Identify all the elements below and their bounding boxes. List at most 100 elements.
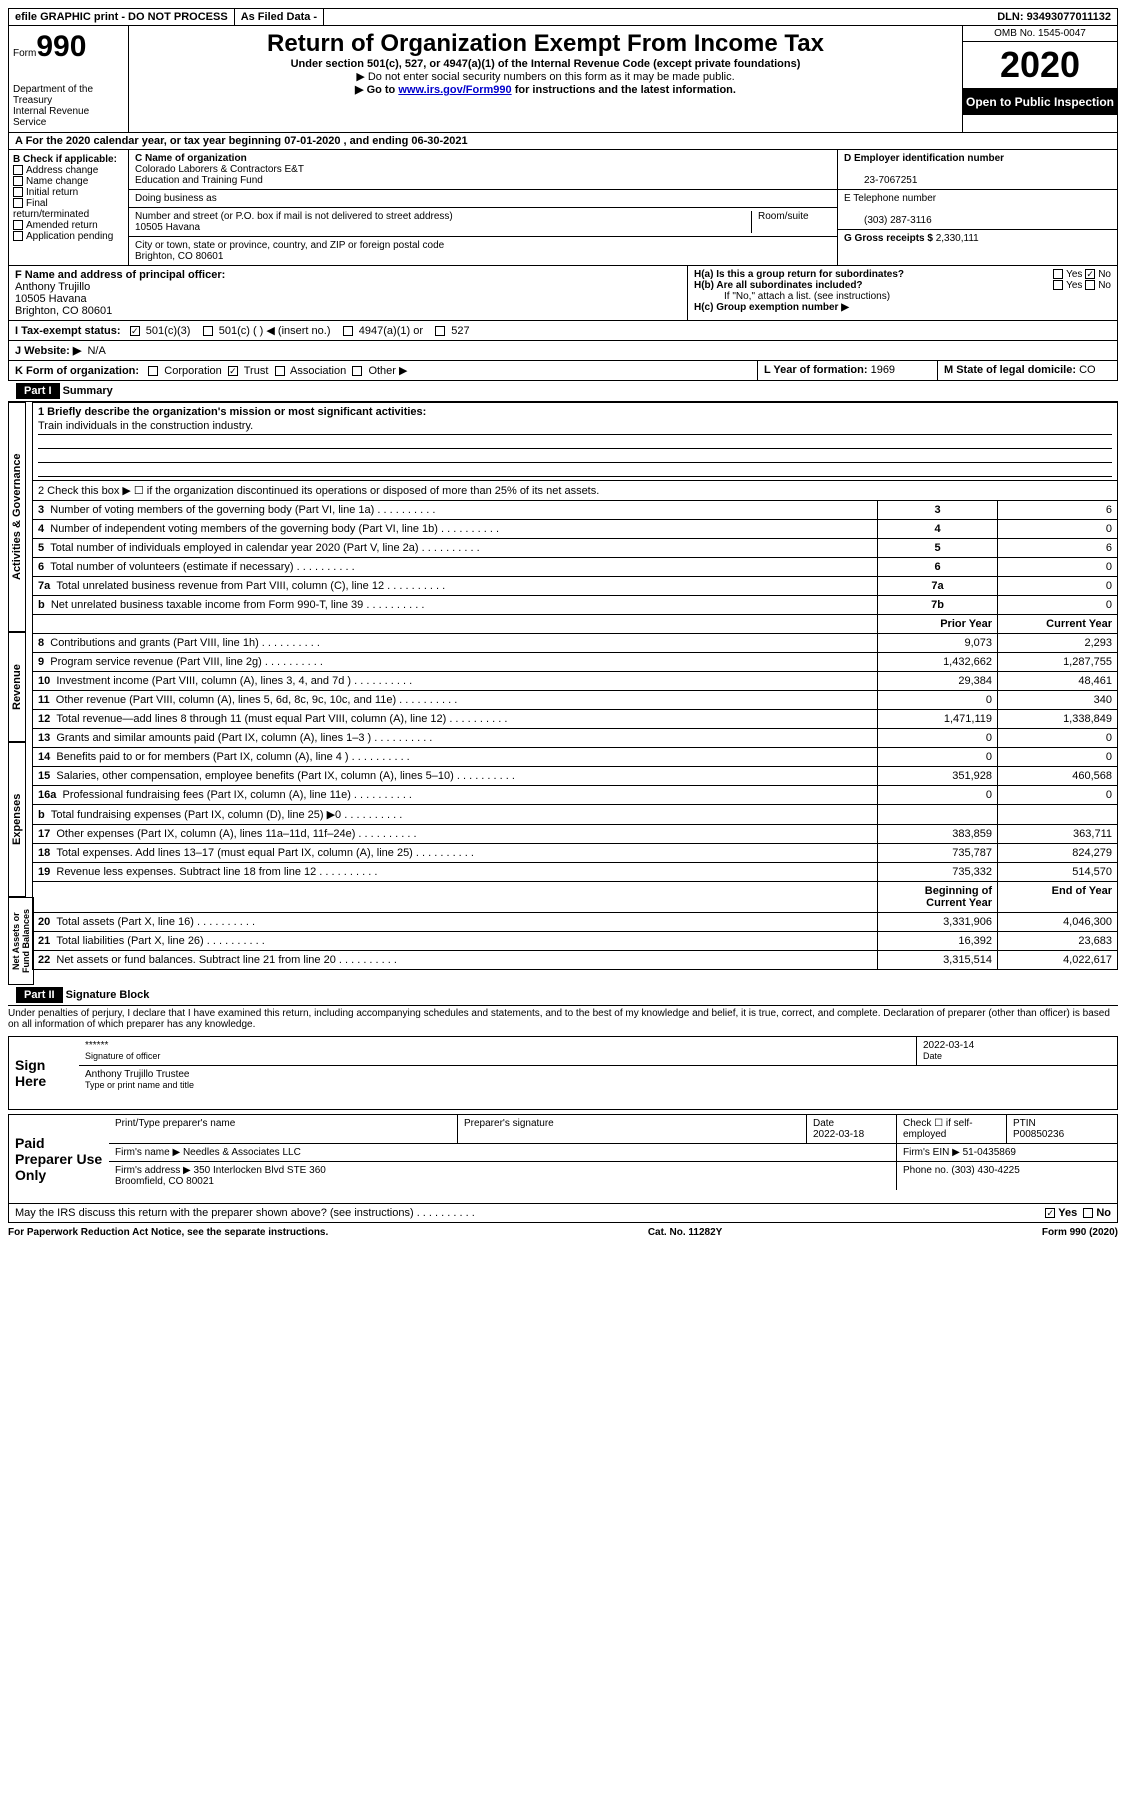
summary-table: 1 Briefly describe the organization's mi…: [32, 402, 1118, 970]
hb-note: If "No," attach a list. (see instruction…: [694, 291, 1111, 302]
discuss-yes-checkbox[interactable]: ✓: [1045, 1208, 1055, 1218]
row-j: J Website: ▶ N/A: [8, 341, 1118, 361]
hb-yes-checkbox[interactable]: [1053, 280, 1063, 290]
line-16a: 16a Professional fundraising fees (Part …: [33, 786, 1118, 805]
4947-checkbox[interactable]: [343, 326, 353, 336]
department: Department of the Treasury Internal Reve…: [13, 84, 124, 128]
city: Brighton, CO 80601: [135, 251, 223, 262]
other-checkbox[interactable]: [352, 366, 362, 376]
row-i: I Tax-exempt status: ✓ 501(c)(3) 501(c) …: [8, 321, 1118, 341]
note-ssn: ▶ Do not enter social security numbers o…: [137, 70, 954, 83]
trust-checkbox[interactable]: ✓: [228, 366, 238, 376]
section-bcd: B Check if applicable: Address changeNam…: [8, 150, 1118, 266]
line-13: 13 Grants and similar amounts paid (Part…: [33, 729, 1118, 748]
paid-preparer-label: Paid Preparer Use Only: [9, 1115, 109, 1203]
label-revenue: Revenue: [8, 632, 26, 742]
col-b: B Check if applicable: Address changeNam…: [9, 150, 129, 265]
hb-no-checkbox[interactable]: [1085, 280, 1095, 290]
asfiled-label: As Filed Data -: [235, 9, 324, 25]
org-name: Colorado Laborers & Contractors E&T Educ…: [135, 164, 304, 186]
col-b-label: B Check if applicable:: [13, 154, 124, 165]
section-fh: F Name and address of principal officer:…: [8, 266, 1118, 321]
row-a-period: A For the 2020 calendar year, or tax yea…: [8, 133, 1118, 150]
form-number: 990: [36, 30, 86, 63]
label-netassets: Net Assets or Fund Balances: [8, 897, 34, 985]
dln: DLN: 93493077011132: [991, 9, 1117, 25]
col-c: C Name of organization Colorado Laborers…: [129, 150, 837, 265]
ha-no-checkbox[interactable]: ✓: [1085, 269, 1095, 279]
form-label: Form: [13, 48, 36, 59]
ha-yes-checkbox[interactable]: [1053, 269, 1063, 279]
room-label: Room/suite: [751, 211, 831, 233]
line-4: 4 Number of independent voting members o…: [33, 520, 1118, 539]
form-title: Return of Organization Exempt From Incom…: [137, 30, 954, 58]
ein-label: D Employer identification number: [844, 153, 1004, 164]
check-name-change[interactable]: Name change: [13, 176, 124, 187]
top-bar: efile GRAPHIC print - DO NOT PROCESS As …: [8, 8, 1118, 26]
officer-label: F Name and address of principal officer:: [15, 269, 225, 281]
declaration: Under penalties of perjury, I declare th…: [8, 1006, 1118, 1032]
check-application-pending[interactable]: Application pending: [13, 231, 124, 242]
line-b: b Total fundraising expenses (Part IX, c…: [33, 805, 1118, 825]
501c-checkbox[interactable]: [203, 326, 213, 336]
discuss-no-checkbox[interactable]: [1083, 1208, 1093, 1218]
line-15: 15 Salaries, other compensation, employe…: [33, 767, 1118, 786]
phone: (303) 287-3116: [844, 215, 932, 226]
gross-label: G Gross receipts $: [844, 233, 933, 244]
line-6: 6 Total number of volunteers (estimate i…: [33, 558, 1118, 577]
line-3: 3 Number of voting members of the govern…: [33, 501, 1118, 520]
mission-label: 1 Briefly describe the organization's mi…: [38, 406, 426, 418]
dba-label: Doing business as: [135, 193, 217, 204]
city-label: City or town, state or province, country…: [135, 240, 444, 251]
label-expenses: Expenses: [8, 742, 26, 897]
omb-number: OMB No. 1545-0047: [963, 26, 1117, 42]
check-initial-return[interactable]: Initial return: [13, 187, 124, 198]
line-7a: 7a Total unrelated business revenue from…: [33, 577, 1118, 596]
line-8: 8 Contributions and grants (Part VIII, l…: [33, 634, 1118, 653]
label-activities: Activities & Governance: [8, 402, 26, 632]
efile-label: efile GRAPHIC print - DO NOT PROCESS: [9, 9, 235, 25]
line-11: 11 Other revenue (Part VIII, column (A),…: [33, 691, 1118, 710]
ein: 23-7067251: [844, 175, 917, 186]
part2-header: Part II Signature Block: [8, 985, 1118, 1006]
line-20: 20 Total assets (Part X, line 16)3,331,9…: [33, 913, 1118, 932]
phone-label: E Telephone number: [844, 193, 936, 204]
hb-label: H(b) Are all subordinates included?: [694, 280, 863, 291]
line-22: 22 Net assets or fund balances. Subtract…: [33, 951, 1118, 970]
line-18: 18 Total expenses. Add lines 13–17 (must…: [33, 844, 1118, 863]
check-final-return-terminated[interactable]: Final return/terminated: [13, 198, 124, 220]
form-header: Form990 Department of the Treasury Inter…: [8, 26, 1118, 133]
tax-year: 2020: [963, 42, 1117, 89]
corp-checkbox[interactable]: [148, 366, 158, 376]
gross: 2,330,111: [936, 233, 979, 244]
assoc-checkbox[interactable]: [275, 366, 285, 376]
hc-label: H(c) Group exemption number ▶: [694, 302, 849, 313]
527-checkbox[interactable]: [435, 326, 445, 336]
street-label: Number and street (or P.O. box if mail i…: [135, 211, 453, 222]
line-10: 10 Investment income (Part VIII, column …: [33, 672, 1118, 691]
officer-street: 10505 Havana: [15, 293, 87, 305]
line-12: 12 Total revenue—add lines 8 through 11 …: [33, 710, 1118, 729]
street: 10505 Havana: [135, 222, 200, 233]
line-21: 21 Total liabilities (Part X, line 26)16…: [33, 932, 1118, 951]
check-address-change[interactable]: Address change: [13, 165, 124, 176]
ha-label: H(a) Is this a group return for subordin…: [694, 269, 904, 280]
line-7b: b Net unrelated business taxable income …: [33, 596, 1118, 615]
note-link: ▶ Go to www.irs.gov/Form990 for instruct…: [137, 83, 954, 96]
discuss-row: May the IRS discuss this return with the…: [8, 1204, 1118, 1223]
line-5: 5 Total number of individuals employed i…: [33, 539, 1118, 558]
part1-header: Part I Summary: [8, 381, 1118, 402]
line-14: 14 Benefits paid to or for members (Part…: [33, 748, 1118, 767]
line-17: 17 Other expenses (Part IX, column (A), …: [33, 825, 1118, 844]
page-footer: For Paperwork Reduction Act Notice, see …: [8, 1223, 1118, 1238]
line-9: 9 Program service revenue (Part VIII, li…: [33, 653, 1118, 672]
paid-preparer-block: Paid Preparer Use Only Print/Type prepar…: [8, 1114, 1118, 1204]
officer-name: Anthony Trujillo: [15, 281, 90, 293]
501c3-checkbox[interactable]: ✓: [130, 326, 140, 336]
mission-text: Train individuals in the construction in…: [38, 418, 1112, 435]
form-subtitle: Under section 501(c), 527, or 4947(a)(1)…: [137, 58, 954, 70]
irs-link[interactable]: www.irs.gov/Form990: [398, 84, 511, 96]
check-amended-return[interactable]: Amended return: [13, 220, 124, 231]
col-d: D Employer identification number 23-7067…: [837, 150, 1117, 265]
officer-city: Brighton, CO 80601: [15, 305, 112, 317]
